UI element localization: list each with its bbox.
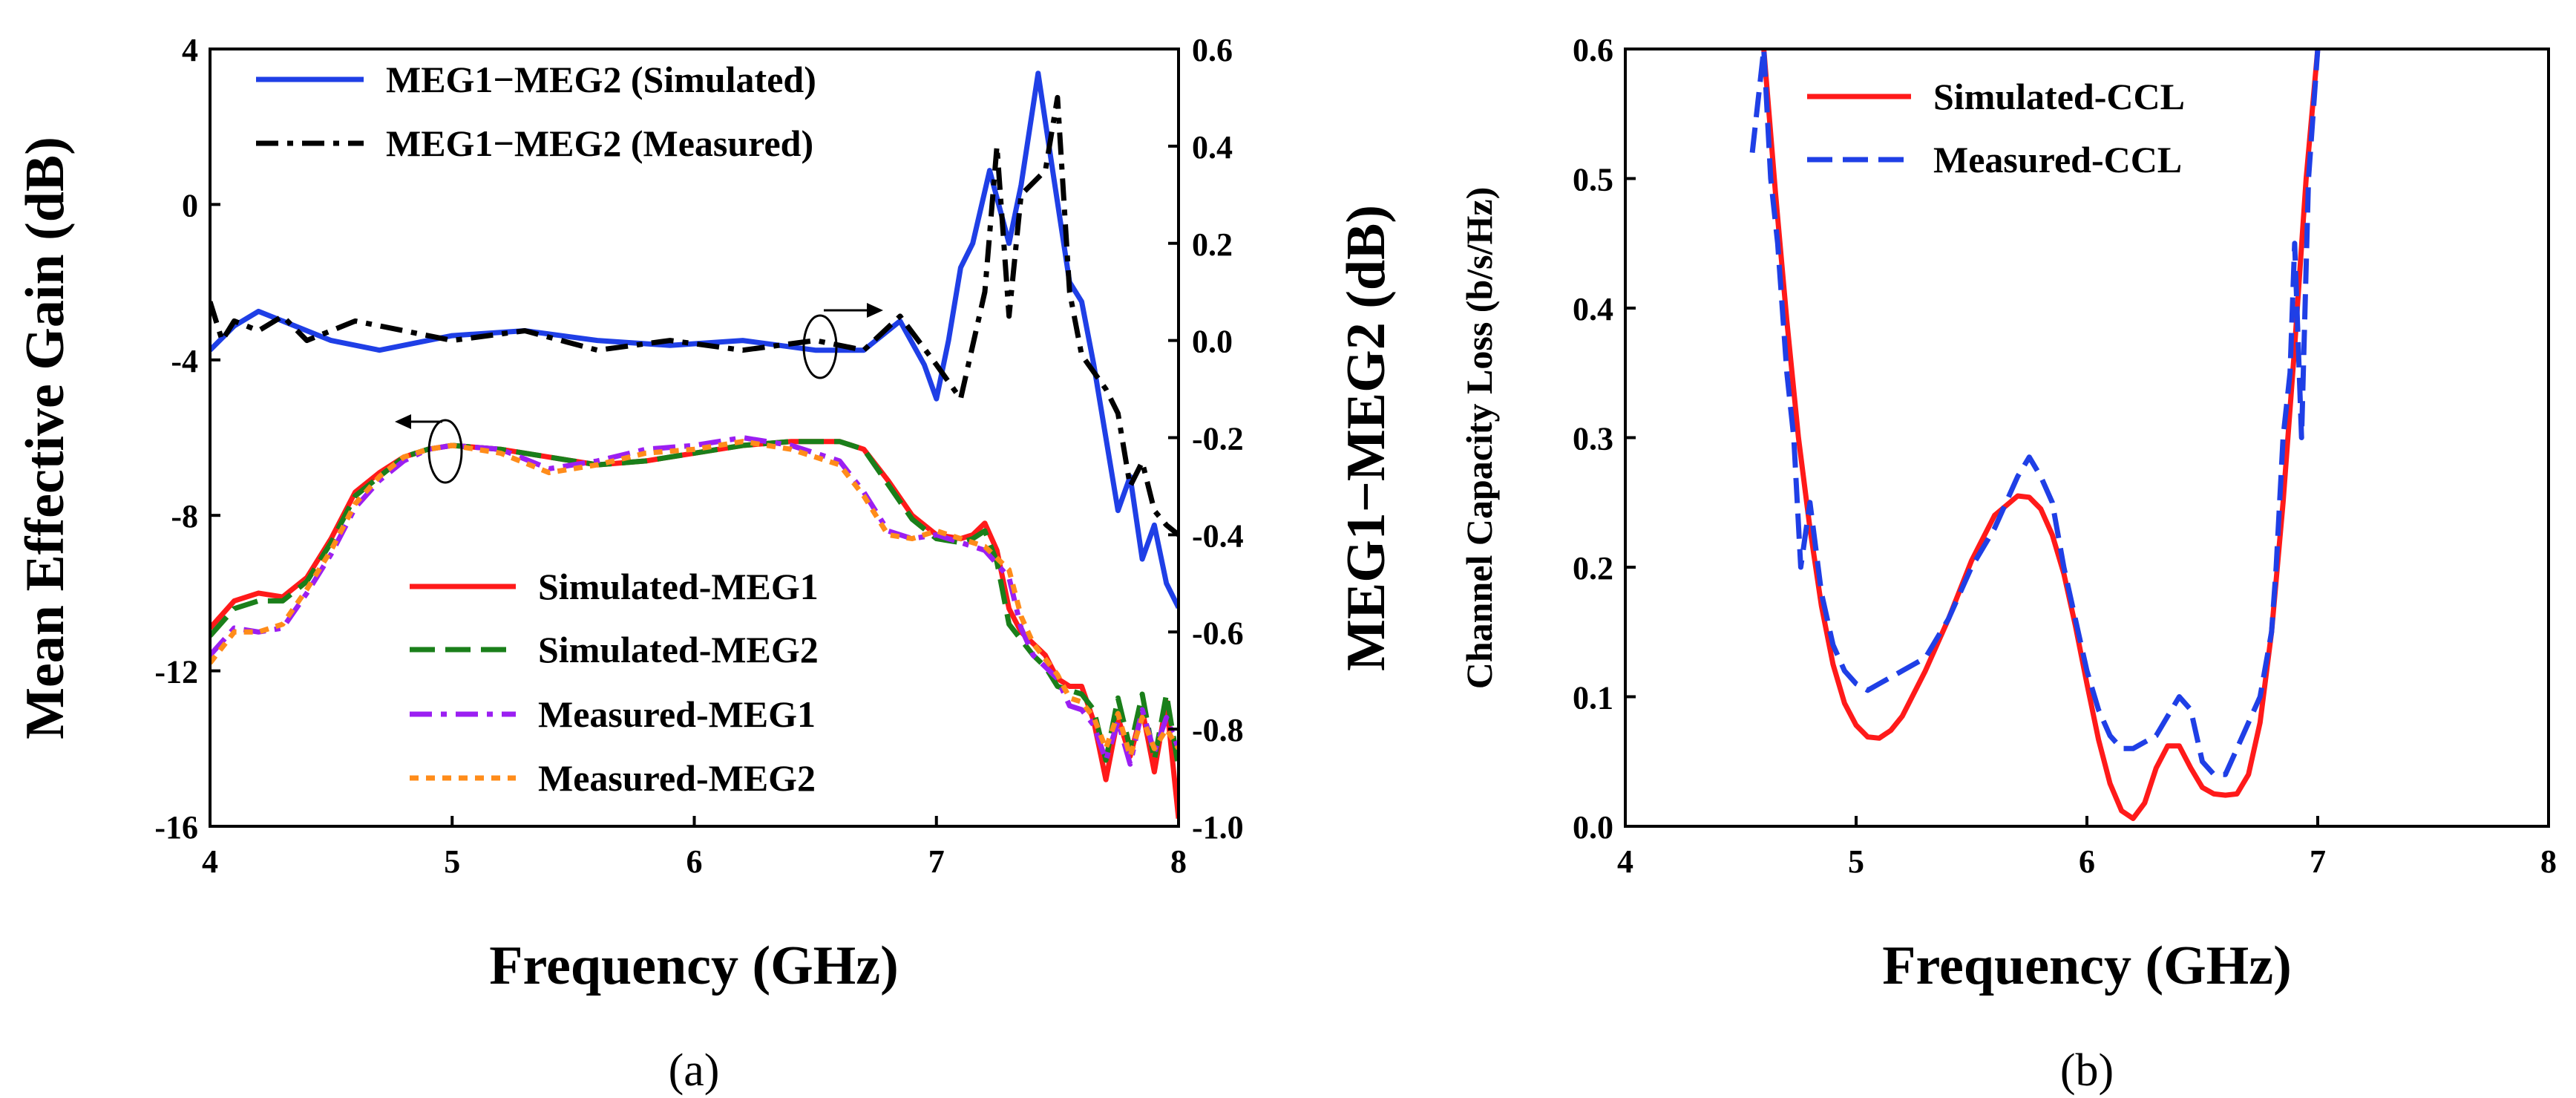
legend-b: Simulated-CCL Measured-CCL bbox=[1807, 76, 2185, 180]
y-tick-label: 0.0 bbox=[1573, 809, 1613, 846]
y-tick-label: 0 bbox=[182, 187, 198, 223]
legend-label-sim-ccl: Simulated-CCL bbox=[1933, 76, 2185, 117]
legend-label-meg-diff-sim: MEG1−MEG2 (Simulated) bbox=[386, 59, 816, 100]
chart-b-ticks: 4 5 6 7 8 0.0 0.1 0.2 0.3 0.4 0.5 0.6 bbox=[1573, 32, 2557, 880]
chart-b: 4 5 6 7 8 0.0 0.1 0.2 0.3 0.4 0.5 0.6 Simulated-CCL… bbox=[1458, 32, 2557, 1096]
x-tick-label: 8 bbox=[2540, 843, 2557, 880]
y2-tick-label: -0.4 bbox=[1192, 517, 1244, 554]
y-tick-label: 0.6 bbox=[1573, 32, 1613, 68]
x-tick-label: 5 bbox=[444, 843, 460, 880]
legend-label-meas-ccl: Measured-CCL bbox=[1933, 139, 2182, 180]
y-tick-label: -12 bbox=[154, 654, 198, 690]
x-tick-label: 8 bbox=[1170, 843, 1187, 880]
y2-tick-label: 0.0 bbox=[1192, 324, 1233, 360]
y2-tick-label: -1.0 bbox=[1192, 809, 1244, 846]
series-line-meg1-meg2-measured bbox=[210, 94, 1179, 537]
chart-a-xlabel: Frequency (GHz) bbox=[489, 935, 898, 996]
x-tick-label: 4 bbox=[1617, 843, 1633, 880]
y2-tick-label: -0.2 bbox=[1192, 421, 1244, 457]
legend-label-sim-meg1: Simulated-MEG1 bbox=[538, 566, 819, 607]
chart-a-y2label: MEG1−MEG2 (dB) bbox=[1336, 205, 1397, 671]
chart-a-ylabel: Mean Effective Gain (dB) bbox=[15, 137, 76, 739]
legend-label-meas-meg2: Measured-MEG2 bbox=[538, 757, 816, 799]
chart-b-xlabel: Frequency (GHz) bbox=[1882, 935, 2291, 996]
y-tick-label: 0.2 bbox=[1573, 550, 1613, 586]
annotation-ellipse-left bbox=[427, 419, 463, 484]
x-tick-label: 6 bbox=[686, 843, 703, 880]
y2-tick-label: 0.4 bbox=[1192, 129, 1233, 166]
legend-label-meas-meg1: Measured-MEG1 bbox=[538, 693, 816, 735]
series-line-simulated-meg2 bbox=[210, 439, 1179, 769]
annotation-ellipse-right bbox=[802, 314, 838, 379]
chart-a-ticks: 4 5 6 7 8 -16 -12 -8 -4 0 4 -1.0 -0.8 -0.6 -0.4 -0.2 0.0… bbox=[154, 32, 1243, 880]
x-tick-label: 5 bbox=[1848, 843, 1864, 880]
y-tick-label: -8 bbox=[171, 498, 198, 535]
chart-b-series bbox=[1749, 49, 2321, 821]
legend-a-top: MEG1−MEG2 (Simulated) MEG1−MEG2 (Measure… bbox=[256, 59, 816, 164]
series-line-measured-ccl bbox=[1749, 49, 2321, 777]
chart-a: 4 5 6 7 8 -16 -12 -8 -4 0 4 -1.0 -0.8 -0.6 -0.4 -0.2 0.0… bbox=[15, 32, 1397, 1096]
annotation-arrow-right-group bbox=[802, 303, 883, 379]
y-tick-label: 4 bbox=[182, 32, 198, 68]
y-tick-label: -4 bbox=[171, 343, 198, 379]
series-line-meg1-meg2-simulated bbox=[210, 71, 1179, 610]
y2-tick-label: 0.6 bbox=[1192, 32, 1233, 68]
x-tick-label: 7 bbox=[2310, 843, 2326, 880]
annotation-arrow-right-head bbox=[867, 303, 883, 318]
x-tick-label: 4 bbox=[202, 843, 218, 880]
annotation-arrow-left-head bbox=[395, 414, 411, 429]
y-tick-label: 0.4 bbox=[1573, 291, 1613, 327]
legend-label-sim-meg2: Simulated-MEG2 bbox=[538, 629, 819, 670]
series-line-measured-meg2 bbox=[210, 439, 1179, 759]
y-tick-label: -16 bbox=[154, 809, 198, 846]
annotation-arrow-left-group bbox=[395, 414, 463, 484]
y-tick-label: 0.3 bbox=[1573, 421, 1613, 457]
chart-b-ylabel: Channel Capacity Loss (b/s/Hz) bbox=[1458, 187, 1500, 689]
y2-tick-label: -0.8 bbox=[1192, 712, 1244, 748]
y-tick-label: 0.5 bbox=[1573, 162, 1613, 198]
y2-tick-label: -0.6 bbox=[1192, 615, 1244, 651]
legend-a-bottom: Simulated-MEG1 Simulated-MEG2 Measured-M… bbox=[410, 566, 819, 799]
legend-label-meg-diff-meas: MEG1−MEG2 (Measured) bbox=[386, 122, 813, 164]
y-tick-label: 0.1 bbox=[1573, 680, 1613, 716]
chart-a-caption: (a) bbox=[669, 1045, 720, 1096]
y2-tick-label: 0.2 bbox=[1192, 226, 1233, 263]
x-tick-label: 6 bbox=[2079, 843, 2095, 880]
chart-a-series bbox=[210, 71, 1179, 819]
chart-b-caption: (b) bbox=[2060, 1045, 2114, 1096]
x-tick-label: 7 bbox=[928, 843, 945, 880]
